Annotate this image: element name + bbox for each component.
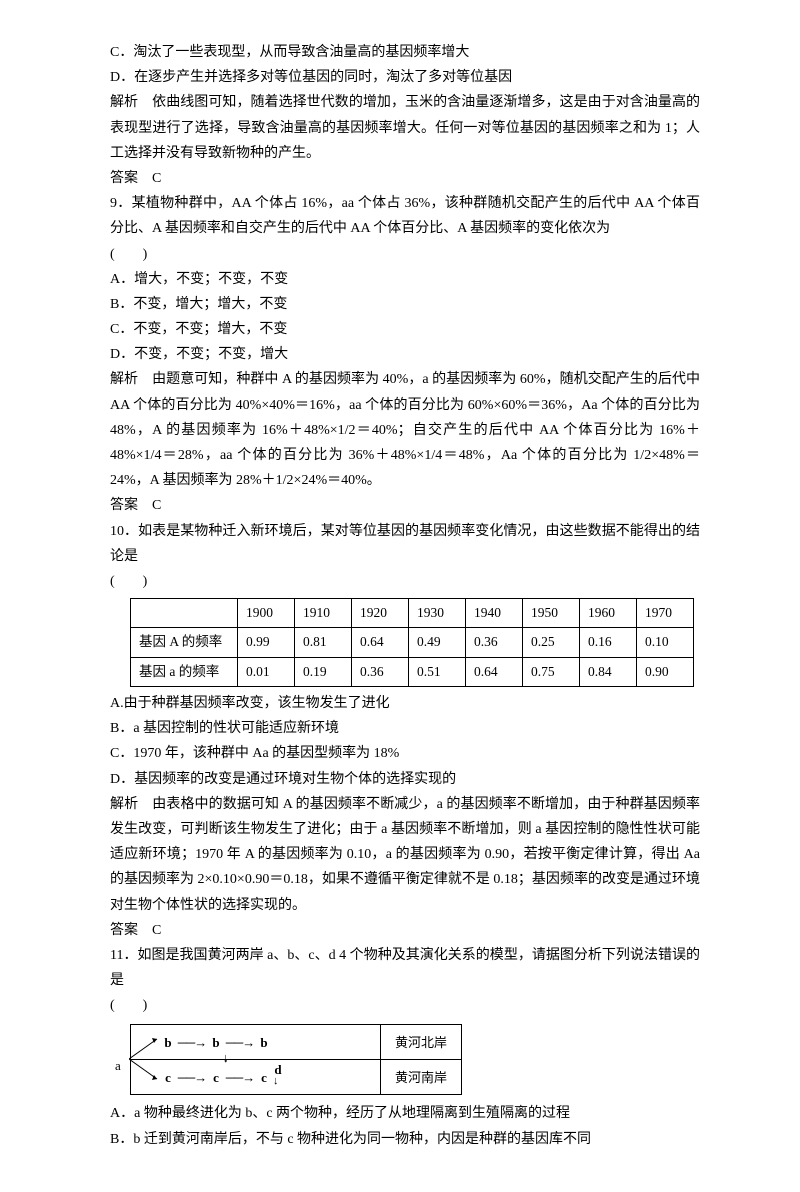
answer-10: 答案 C [110, 918, 700, 943]
analysis-8: 解析 依曲线图可知，随着选择世代数的增加，玉米的含油量逐渐增多，这是由于对含油量… [110, 90, 700, 166]
option-c: C．淘汰了一些表现型，从而导致含油量高的基因频率增大 [110, 40, 700, 65]
table-cell: 0.51 [409, 657, 466, 686]
q9-option-c: C．不变，不变；增大，不变 [110, 317, 700, 342]
node-b: b [209, 1031, 223, 1054]
table-cell: 基因 A 的频率 [131, 628, 238, 657]
answer-8: 答案 C [110, 166, 700, 191]
node-b: b [257, 1031, 271, 1054]
down-arrow-icon: ↓ [273, 1072, 279, 1092]
q9-option-a: A．增大，不变；不变，不变 [110, 267, 700, 292]
q10-option-a: A.由于种群基因频率改变，该生物发生了进化 [110, 691, 700, 716]
table-cell: 1940 [466, 599, 523, 628]
node-b: b [161, 1031, 175, 1054]
south-bank-label: 黄河南岸 [381, 1059, 461, 1094]
table-cell: 1900 [238, 599, 295, 628]
q11-blank: ( ) [110, 993, 700, 1018]
table-cell: 1970 [637, 599, 694, 628]
table-cell: 0.64 [466, 657, 523, 686]
table-cell: 0.75 [523, 657, 580, 686]
table-cell: 1960 [580, 599, 637, 628]
table-cell: 0.36 [352, 657, 409, 686]
south-row: c ──→ c ──→ c d ↓ ↓ [131, 1059, 380, 1094]
node-c: c [209, 1066, 223, 1089]
table-cell: 0.99 [238, 628, 295, 657]
table-cell: 0.10 [637, 628, 694, 657]
table-header-row: 1900 1910 1920 1930 1940 1950 1960 1970 [131, 599, 694, 628]
table-cell: 0.25 [523, 628, 580, 657]
option-d: D．在逐步产生并选择多对等位基因的同时，淘汰了多对等位基因 [110, 65, 700, 90]
table-cell: 0.49 [409, 628, 466, 657]
table-cell: 0.84 [580, 657, 637, 686]
node-c: c [161, 1066, 175, 1089]
bank-labels: 黄河北岸 黄河南岸 [381, 1025, 461, 1094]
q10-option-b: B．a 基因控制的性状可能适应新环境 [110, 716, 700, 741]
table-cell: 0.16 [580, 628, 637, 657]
down-arrow-icon: ↓ [223, 1050, 229, 1070]
table-cell: 1930 [409, 599, 466, 628]
arrow-icon: ──→ [175, 1066, 209, 1089]
table-cell: 0.01 [238, 657, 295, 686]
table-cell: 0.81 [295, 628, 352, 657]
table-cell: 基因 a 的频率 [131, 657, 238, 686]
q10-option-d: D．基因频率的改变是通过环境对生物个体的选择实现的 [110, 767, 700, 792]
analysis-9: 解析 由题意可知，种群中 A 的基因频率为 40%，a 的基因频率为 60%，随… [110, 367, 700, 493]
table-cell: 0.36 [466, 628, 523, 657]
table-cell [131, 599, 238, 628]
q9-option-b: B．不变，增大；增大，不变 [110, 292, 700, 317]
frequency-table: 1900 1910 1920 1930 1940 1950 1960 1970 … [130, 598, 694, 687]
evolution-diagram: a b ──→ b ──→ b ↓ c ──→ c ──→ c d ↓ ↓ 黄河… [130, 1024, 462, 1095]
table-cell: 1910 [295, 599, 352, 628]
answer-9: 答案 C [110, 493, 700, 518]
question-11: 11．如图是我国黄河两岸 a、b、c、d 4 个物种及其演化关系的模型，请据图分… [110, 943, 700, 993]
q9-blank: ( ) [110, 242, 700, 267]
q9-option-d: D．不变，不变；不变，增大 [110, 342, 700, 367]
q11-option-b: B．b 迁到黄河南岸后，不与 c 物种进化为同一物种，内因是种群的基因库不同 [110, 1127, 700, 1152]
table-cell: 1950 [523, 599, 580, 628]
north-row: b ──→ b ──→ b ↓ [131, 1025, 380, 1059]
table-row: 基因 A 的频率 0.99 0.81 0.64 0.49 0.36 0.25 0… [131, 628, 694, 657]
arrow-icon: ──→ [175, 1031, 209, 1054]
table-cell: 0.19 [295, 657, 352, 686]
question-10: 10．如表是某物种迁入新环境后，某对等位基因的基因频率变化情况，由这些数据不能得… [110, 519, 700, 569]
q10-option-c: C．1970 年，该种群中 Aa 的基因型频率为 18% [110, 741, 700, 766]
node-a: a [115, 1054, 121, 1077]
analysis-10: 解析 由表格中的数据可知 A 的基因频率不断减少，a 的基因频率不断增加，由于种… [110, 792, 700, 918]
q10-blank: ( ) [110, 569, 700, 594]
table-cell: 0.90 [637, 657, 694, 686]
table-cell: 0.64 [352, 628, 409, 657]
table-cell: 1920 [352, 599, 409, 628]
question-9: 9．某植物种群中，AA 个体占 16%，aa 个体占 36%，该种群随机交配产生… [110, 191, 700, 241]
q11-option-a: A．a 物种最终进化为 b、c 两个物种，经历了从地理隔离到生殖隔离的过程 [110, 1101, 700, 1126]
north-bank-label: 黄河北岸 [381, 1025, 461, 1059]
flow-area: b ──→ b ──→ b ↓ c ──→ c ──→ c d ↓ ↓ [131, 1025, 381, 1094]
table-row: 基因 a 的频率 0.01 0.19 0.36 0.51 0.64 0.75 0… [131, 657, 694, 686]
node-c: c [257, 1066, 271, 1089]
